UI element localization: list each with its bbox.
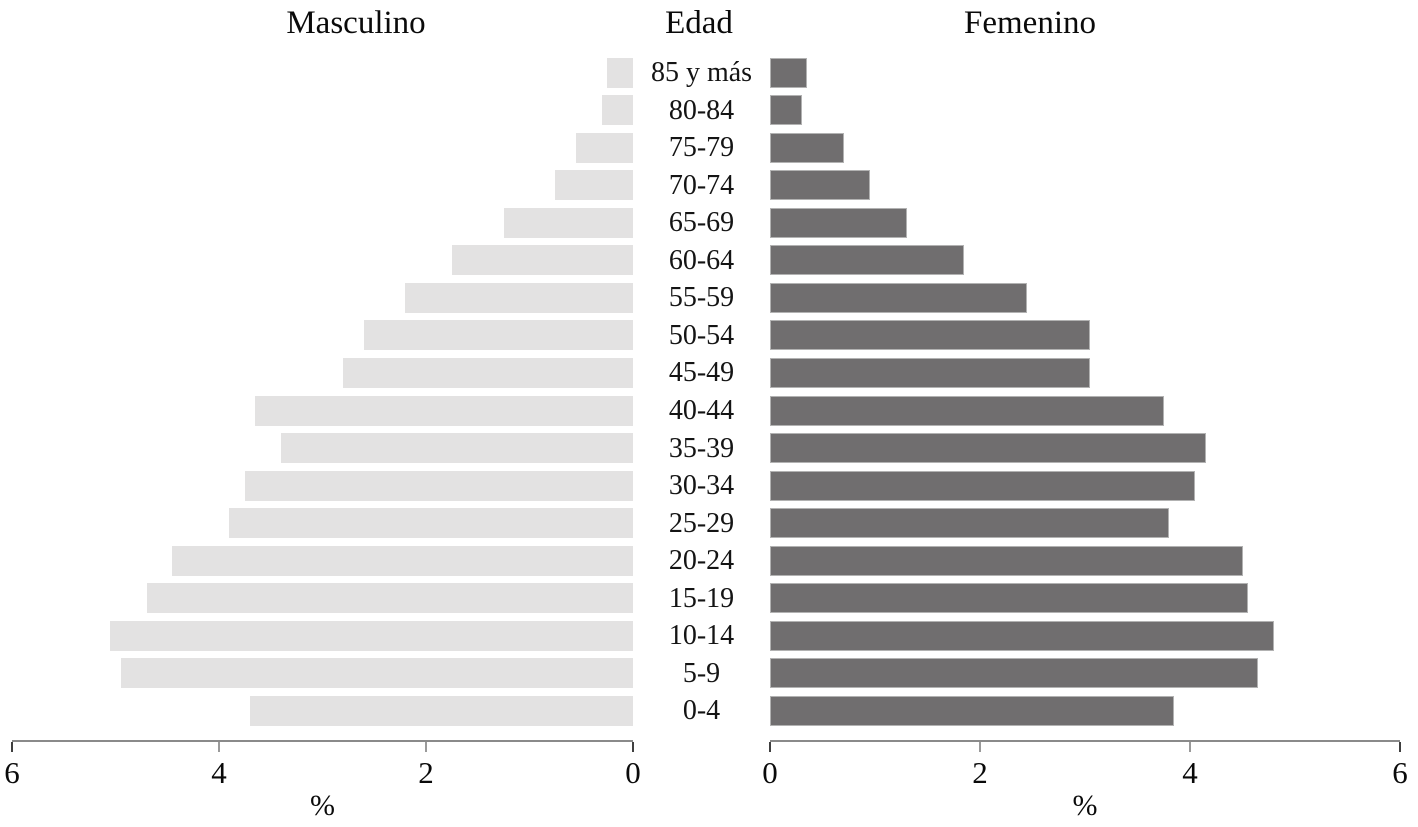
male-bar	[555, 170, 633, 201]
male-bar	[244, 470, 633, 501]
female-bar	[770, 508, 1169, 539]
age-group-label: 10-14	[668, 620, 735, 652]
female-bar	[770, 132, 844, 163]
axis-tick-label: 6	[4, 755, 20, 790]
age-group-label: 85 y más	[650, 57, 753, 88]
female-bar	[770, 95, 802, 126]
age-group-label: 80-84	[668, 94, 735, 126]
male-bar	[601, 95, 633, 126]
female-bar	[770, 658, 1259, 689]
female-bar	[770, 245, 965, 276]
age-group-label: 20-24	[668, 545, 735, 577]
male-bar	[503, 207, 633, 238]
male-bar	[255, 395, 633, 426]
axis-tick	[1399, 742, 1401, 752]
female-axis-unit-label: %	[1072, 789, 1098, 822]
age-group-label: 40-44	[668, 395, 735, 426]
axis-tick	[978, 742, 981, 752]
male-x-axis: 6 4 2 0	[4, 740, 641, 792]
axis-tick	[424, 742, 427, 752]
female-x-axis: 0 2 4 6	[762, 740, 1408, 792]
age-group-label: 45-49	[668, 357, 735, 389]
male-bar	[451, 245, 633, 276]
female-bar	[770, 357, 1091, 388]
male-bars-area	[12, 54, 633, 730]
age-labels-column: 85 y más 80-84 75-79 70-74 65-69 60-64 55-59 50…	[633, 54, 770, 730]
female-bar	[770, 433, 1206, 464]
age-group-label: 5-9	[682, 657, 721, 689]
age-axis-title: Edad	[665, 5, 733, 41]
female-bar	[770, 170, 870, 201]
male-bar	[281, 433, 633, 464]
female-bars-area	[770, 54, 1400, 730]
axis-tick	[1188, 742, 1191, 752]
age-group-label: 55-59	[668, 282, 735, 314]
male-bar	[343, 357, 633, 388]
age-group-label: 50-54	[668, 319, 735, 351]
axis-tick-label: 4	[211, 755, 227, 790]
left-series-title: Masculino	[286, 5, 426, 41]
age-group-label: 25-29	[668, 507, 735, 539]
age-group-label: 65-69	[668, 207, 735, 239]
axis-tick	[217, 742, 220, 752]
female-bar	[770, 320, 1091, 351]
female-bar	[770, 583, 1248, 614]
axis-tick-label: 2	[418, 755, 434, 790]
male-bar	[172, 545, 633, 576]
age-group-label: 15-19	[668, 582, 735, 614]
axis-tick-label: 4	[1182, 755, 1198, 790]
male-bar	[229, 508, 633, 539]
age-group-label: 75-79	[668, 132, 735, 164]
axis-tick-label: 6	[1392, 755, 1408, 790]
axis-tick	[11, 742, 13, 752]
age-group-label: 60-64	[668, 244, 735, 276]
age-group-label: 30-34	[668, 470, 735, 502]
male-bar	[120, 658, 633, 689]
age-group-label: 0-4	[682, 695, 721, 727]
female-bar	[770, 282, 1028, 313]
female-bar	[770, 207, 907, 238]
axis-tick-label: 0	[625, 755, 641, 790]
female-bar	[770, 470, 1196, 501]
female-bar	[770, 545, 1243, 576]
female-bar	[770, 395, 1164, 426]
male-bar	[250, 695, 633, 726]
axis-tick	[769, 742, 771, 752]
right-series-title: Femenino	[964, 5, 1096, 41]
male-bar	[146, 583, 633, 614]
male-bar	[405, 282, 633, 313]
axis-tick	[632, 742, 634, 752]
male-bar	[363, 320, 633, 351]
axis-tick-label: 2	[972, 755, 988, 790]
male-bar	[576, 132, 633, 163]
male-axis-unit-label: %	[310, 789, 335, 822]
age-group-label: 35-39	[668, 432, 735, 464]
axis-tick-label: 0	[762, 755, 778, 790]
male-bar	[607, 57, 633, 88]
male-bar	[110, 620, 633, 651]
female-bar	[770, 620, 1274, 651]
female-bar	[770, 57, 807, 88]
female-bar	[770, 695, 1175, 726]
age-group-label: 70-74	[668, 169, 735, 201]
